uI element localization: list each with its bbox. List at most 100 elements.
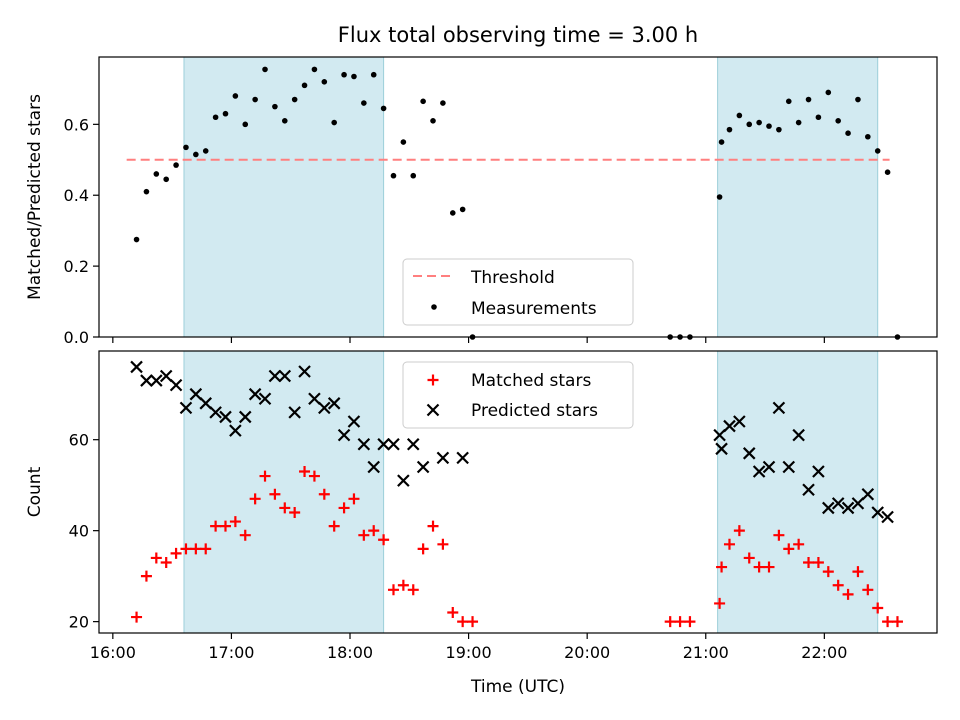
observing-band xyxy=(183,350,385,634)
x-glyph xyxy=(426,403,440,417)
matched-star-marker xyxy=(417,543,429,555)
predicted-star-marker xyxy=(268,369,282,383)
observing-band xyxy=(183,56,385,338)
measurement-point xyxy=(400,139,407,145)
x-glyph xyxy=(713,428,726,442)
legend-box xyxy=(402,258,634,326)
x-glyph xyxy=(199,397,213,410)
y-tick-label: 0.6 xyxy=(64,115,89,134)
plus-glyph xyxy=(852,566,864,578)
matched-star-marker xyxy=(210,520,222,532)
matched-star-marker xyxy=(803,557,815,568)
x-glyph xyxy=(871,506,884,519)
matched-star-marker xyxy=(862,584,874,596)
measurement-point xyxy=(143,188,150,195)
measurement-point xyxy=(410,172,417,179)
matched-star-marker xyxy=(170,547,182,559)
plus-glyph xyxy=(714,597,726,609)
matched-star-marker xyxy=(812,557,824,568)
x-glyph xyxy=(377,437,390,451)
predicted-star-marker xyxy=(792,428,805,442)
plus-glyph xyxy=(803,557,815,568)
matched-star-marker xyxy=(249,493,261,505)
x-glyph xyxy=(189,387,203,401)
legend-matched-swatch xyxy=(427,374,439,386)
y-tick-label: 20 xyxy=(69,613,89,632)
matched-star-marker xyxy=(684,616,696,628)
predicted-star-marker xyxy=(715,442,728,456)
plus-glyph xyxy=(338,502,350,514)
measurement-point xyxy=(440,100,446,106)
predicted-star-marker xyxy=(851,497,865,510)
matched-star-marker xyxy=(427,520,439,532)
matched-star-marker xyxy=(397,579,409,591)
bottom-panel-counts: 20 40 60 16:00 17:00 18:00 19:00 20:00 21:00 22:… xyxy=(25,350,938,697)
x-glyph xyxy=(140,374,153,387)
x-tick-label: 16:00 xyxy=(90,643,136,662)
predicted-star-marker xyxy=(723,419,736,433)
x-glyph xyxy=(851,497,865,510)
measurement-point xyxy=(173,162,179,168)
measurement-point xyxy=(291,96,298,103)
x-glyph xyxy=(327,397,341,410)
measurement-point xyxy=(321,79,328,85)
x-glyph xyxy=(238,410,252,424)
x-glyph xyxy=(861,487,875,501)
bottom-x-ticks: 16:00 17:00 18:00 19:00 20:00 21:00 22:00 xyxy=(90,633,847,662)
matched-star-marker xyxy=(219,520,231,532)
predicted-star-marker xyxy=(219,410,232,424)
matched-star-marker xyxy=(773,529,785,541)
plus-glyph xyxy=(427,520,439,532)
x-glyph xyxy=(367,460,380,474)
measurement-point xyxy=(825,89,832,96)
x-glyph xyxy=(288,406,301,419)
y-tick-label: 60 xyxy=(69,431,89,450)
predicted-star-marker xyxy=(871,506,884,519)
predicted-star-marker xyxy=(357,437,371,451)
plus-glyph xyxy=(763,561,775,573)
x-glyph xyxy=(841,501,855,515)
measurement-point xyxy=(756,119,762,126)
plus-glyph xyxy=(417,543,429,555)
predicted-star-marker xyxy=(456,451,469,465)
matched-star-marker xyxy=(229,516,241,528)
x-glyph xyxy=(742,447,756,460)
matched-star-marker xyxy=(447,607,459,619)
predicted-star-marker xyxy=(733,415,746,428)
matched-star-marker xyxy=(348,493,360,505)
x-glyph xyxy=(397,474,410,487)
plus-glyph xyxy=(467,616,479,628)
observing-band xyxy=(717,56,879,338)
plus-glyph xyxy=(348,493,360,505)
matched-star-marker xyxy=(289,506,301,518)
measurement-point xyxy=(133,236,140,243)
matched-star-marker xyxy=(358,529,370,541)
legend-box xyxy=(402,361,634,429)
x-glyph xyxy=(762,460,776,474)
legend-matched-label: Matched stars xyxy=(471,371,591,391)
measurement-point xyxy=(845,130,851,137)
x-glyph xyxy=(733,415,746,428)
measurement-point xyxy=(380,105,387,112)
predicted-star-marker xyxy=(209,406,222,419)
plus-glyph xyxy=(743,552,755,564)
matched-star-marker xyxy=(200,543,212,555)
plus-glyph xyxy=(269,488,281,500)
plus-glyph xyxy=(180,543,192,555)
x-glyph xyxy=(130,360,143,374)
predicted-star-marker xyxy=(179,401,193,415)
x-tick-label: 19:00 xyxy=(446,643,492,662)
top-shaded-bands xyxy=(183,56,879,338)
plus-glyph xyxy=(407,584,419,596)
matched-star-marker xyxy=(299,466,311,478)
x-glyph xyxy=(802,483,815,497)
predicted-star-marker xyxy=(140,374,153,387)
plus-glyph xyxy=(328,520,340,532)
plus-glyph xyxy=(716,561,728,573)
measurement-point xyxy=(430,117,436,124)
measurement-point xyxy=(222,110,229,117)
matched-star-marker xyxy=(723,538,735,550)
plus-glyph xyxy=(723,538,735,550)
plus-glyph xyxy=(812,557,824,568)
predicted-star-marker xyxy=(416,460,430,474)
